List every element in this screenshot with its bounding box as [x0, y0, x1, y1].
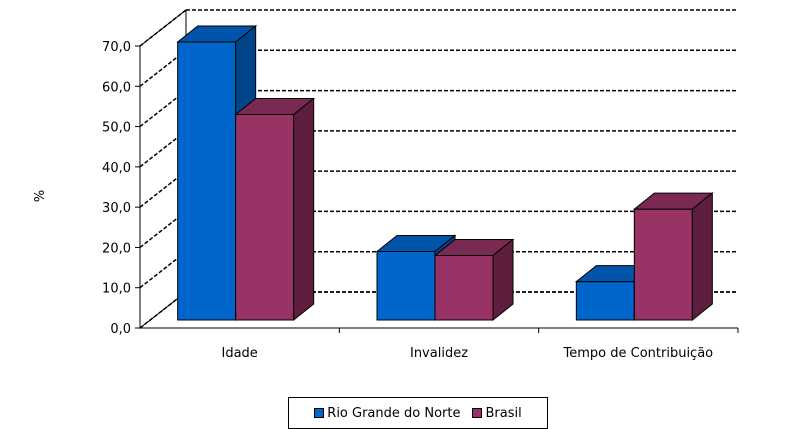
legend: Rio Grande do Norte Brasil — [288, 397, 548, 429]
legend-swatch-brasil — [472, 408, 483, 418]
y-tick-label: 20,0 — [102, 241, 131, 256]
category-label: Tempo de Contribuição — [563, 346, 714, 361]
y-tick-label: 50,0 — [102, 121, 131, 136]
bar — [177, 41, 237, 321]
y-tick-labels: 0,0 10,0 20,0 30,0 40,0 50,0 60,0 70,0 — [102, 40, 131, 337]
y-tick-label: 10,0 — [102, 282, 131, 297]
bars — [176, 24, 714, 322]
bar — [633, 208, 693, 321]
bar — [434, 254, 494, 321]
y-tick-label: 0,0 — [110, 322, 131, 337]
legend-item-brasil: Brasil — [472, 405, 522, 421]
category-label: Idade — [222, 346, 258, 361]
legend-item-rn: Rio Grande do Norte — [314, 406, 460, 421]
category-label: Invalidez — [410, 346, 468, 361]
y-axis-label: % — [33, 190, 48, 202]
category-labels: Idade Invalidez Tempo de Contribuição — [222, 328, 739, 361]
bar — [235, 113, 295, 321]
y-tick-label: 60,0 — [102, 80, 131, 95]
gridline-side — [139, 9, 187, 47]
chart-svg: 0,0 10,0 20,0 30,0 40,0 50,0 60,0 70,0 Idade Inv… — [33, 8, 739, 361]
bar-side — [293, 97, 315, 322]
y-tick-label: 30,0 — [102, 201, 131, 216]
legend-label-brasil: Brasil — [485, 405, 522, 421]
bar — [575, 281, 635, 321]
bar-side — [691, 192, 713, 322]
bar — [376, 250, 436, 321]
y-tick-label: 40,0 — [102, 161, 131, 176]
legend-swatch-rn — [314, 408, 325, 418]
y-tick-label: 70,0 — [102, 40, 131, 55]
legend-label-rn: Rio Grande do Norte — [327, 405, 461, 421]
bar-side — [492, 238, 514, 322]
